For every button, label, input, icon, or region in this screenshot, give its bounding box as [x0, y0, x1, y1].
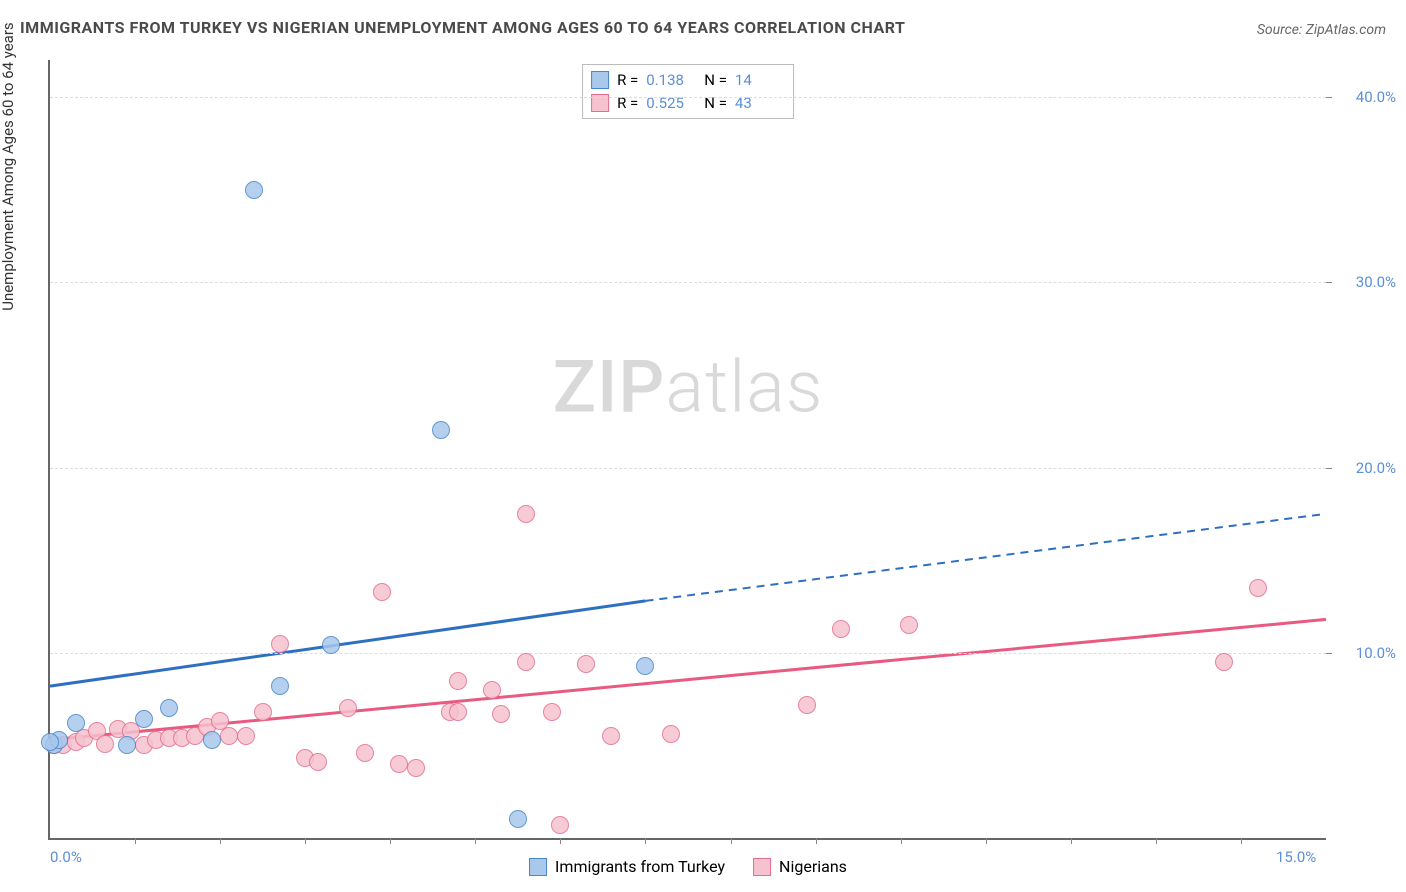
series-legend-item-turkey: Immigrants from Turkey — [529, 857, 725, 876]
data-point-nigerians — [390, 755, 408, 773]
data-point-nigerians — [492, 705, 510, 723]
data-point-nigerians — [1249, 579, 1267, 597]
data-point-nigerians — [483, 681, 501, 699]
series-legend-label: Nigerians — [779, 857, 847, 876]
legend-row-nigerians: R = 0.525 N = 43 — [591, 92, 785, 115]
data-point-turkey — [41, 733, 59, 751]
legend-r-value: 0.138 — [646, 69, 696, 92]
gridline — [50, 282, 1326, 283]
trend-line-turkey — [50, 601, 645, 686]
x-tick — [135, 838, 136, 844]
trend-line-nigerians — [50, 619, 1326, 739]
data-point-nigerians — [449, 672, 467, 690]
data-point-turkey — [135, 710, 153, 728]
data-point-nigerians — [517, 653, 535, 671]
x-tick — [560, 838, 561, 844]
y-tick — [1326, 282, 1332, 283]
data-point-nigerians — [602, 727, 620, 745]
y-tick-label: 10.0% — [1336, 644, 1396, 662]
series-legend: Immigrants from Turkey Nigerians — [529, 857, 847, 876]
legend-swatch — [529, 858, 547, 876]
data-point-nigerians — [551, 816, 569, 834]
y-tick-label: 20.0% — [1336, 459, 1396, 477]
data-point-nigerians — [356, 744, 374, 762]
x-tick — [731, 838, 732, 844]
watermark-light: atlas — [665, 344, 823, 429]
data-point-nigerians — [407, 759, 425, 777]
data-point-nigerians — [798, 696, 816, 714]
data-point-turkey — [509, 810, 527, 828]
correlation-legend: R = 0.138 N = 14 R = 0.525 N = 43 — [582, 64, 794, 119]
data-point-turkey — [160, 699, 178, 717]
legend-swatch — [753, 858, 771, 876]
x-tick — [645, 838, 646, 844]
y-axis-label: Unemployment Among Ages 60 to 64 years — [0, 22, 17, 310]
legend-n-label: N = — [704, 69, 727, 92]
series-legend-label: Immigrants from Turkey — [555, 857, 725, 876]
watermark-bold: ZIP — [553, 344, 666, 429]
x-tick — [1156, 838, 1157, 844]
x-tick — [1241, 838, 1242, 844]
data-point-nigerians — [339, 699, 357, 717]
legend-n-value: 14 — [735, 69, 785, 92]
x-tick — [816, 838, 817, 844]
legend-r-label: R = — [617, 69, 638, 92]
x-tick — [390, 838, 391, 844]
chart-container: IMMIGRANTS FROM TURKEY VS NIGERIAN UNEMP… — [0, 0, 1406, 892]
data-point-nigerians — [832, 620, 850, 638]
legend-n-value: 43 — [735, 92, 785, 115]
data-point-nigerians — [237, 727, 255, 745]
watermark: ZIPatlas — [553, 344, 824, 429]
data-point-turkey — [322, 636, 340, 654]
trend-line-dash-turkey — [645, 514, 1326, 601]
y-tick — [1326, 97, 1332, 98]
data-point-turkey — [271, 677, 289, 695]
data-point-nigerians — [271, 635, 289, 653]
series-legend-item-nigerians: Nigerians — [753, 857, 847, 876]
data-point-nigerians — [1215, 653, 1233, 671]
data-point-nigerians — [900, 616, 918, 634]
data-point-nigerians — [373, 583, 391, 601]
trend-lines — [50, 60, 1326, 838]
x-tick — [901, 838, 902, 844]
data-point-turkey — [636, 657, 654, 675]
gridline — [50, 653, 1326, 654]
legend-swatch — [591, 71, 609, 89]
legend-r-value: 0.525 — [646, 92, 696, 115]
data-point-turkey — [245, 181, 263, 199]
x-tick — [220, 838, 221, 844]
data-point-turkey — [432, 421, 450, 439]
data-point-nigerians — [577, 655, 595, 673]
x-tick — [986, 838, 987, 844]
legend-r-label: R = — [617, 92, 638, 115]
data-point-turkey — [203, 731, 221, 749]
plot-area: ZIPatlas R =0.138N =14R =0.525N =43 Immi… — [48, 60, 1326, 840]
data-point-nigerians — [254, 703, 272, 721]
data-point-nigerians — [220, 727, 238, 745]
data-point-nigerians — [662, 725, 680, 743]
x-tick-label: 15.0% — [1276, 848, 1316, 866]
legend-row-turkey: R = 0.138 N = 14 — [591, 69, 785, 92]
data-point-nigerians — [96, 735, 114, 753]
y-tick-label: 40.0% — [1336, 88, 1396, 106]
x-tick — [305, 838, 306, 844]
y-tick — [1326, 653, 1332, 654]
x-tick — [475, 838, 476, 844]
y-tick — [1326, 468, 1332, 469]
legend-n-label: N = — [704, 92, 727, 115]
data-point-nigerians — [517, 505, 535, 523]
data-point-nigerians — [543, 703, 561, 721]
data-point-nigerians — [449, 703, 467, 721]
gridline — [50, 468, 1326, 469]
data-point-turkey — [118, 736, 136, 754]
gridline — [50, 97, 1326, 98]
x-tick — [1071, 838, 1072, 844]
data-point-nigerians — [309, 753, 327, 771]
chart-title: IMMIGRANTS FROM TURKEY VS NIGERIAN UNEMP… — [20, 18, 905, 37]
data-point-turkey — [67, 714, 85, 732]
y-tick-label: 30.0% — [1336, 273, 1396, 291]
source-label: Source: ZipAtlas.com — [1257, 22, 1386, 38]
x-tick-label: 0.0% — [50, 848, 82, 866]
